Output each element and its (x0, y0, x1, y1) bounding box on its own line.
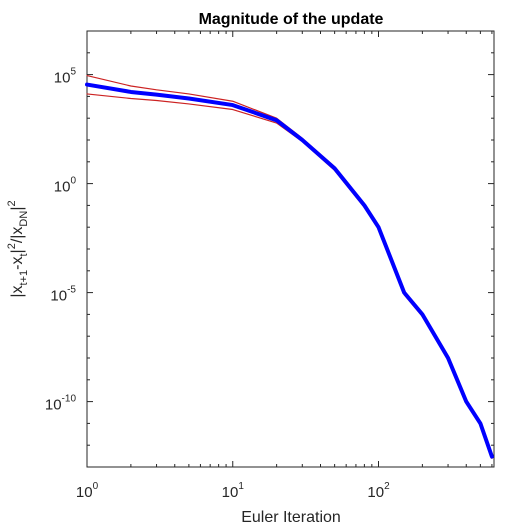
x-tick-label-1: 101 (222, 481, 245, 501)
y-tick-label-2: 10-5 (50, 285, 76, 305)
chart-title: Magnitude of the update (199, 11, 384, 28)
series-layer (85, 75, 494, 459)
y-tick-label-0: 105 (54, 67, 77, 87)
y-tick-label-3: 10-10 (45, 394, 77, 414)
x-tick-label-2: 102 (367, 481, 390, 501)
x-tick-label-0: 100 (76, 481, 99, 501)
axis-ticks (86, 30, 494, 468)
plot-area (86, 30, 495, 468)
series-line-mean (85, 82, 494, 459)
tick-labels: 100 101 102 105 100 10-5 10-10 (45, 67, 390, 501)
y-axis-label: |xt+1-xt|2/|xDN|2 (6, 200, 30, 297)
x-axis-label: Euler Iteration (241, 509, 341, 526)
y-tick-label-1: 100 (54, 176, 77, 196)
